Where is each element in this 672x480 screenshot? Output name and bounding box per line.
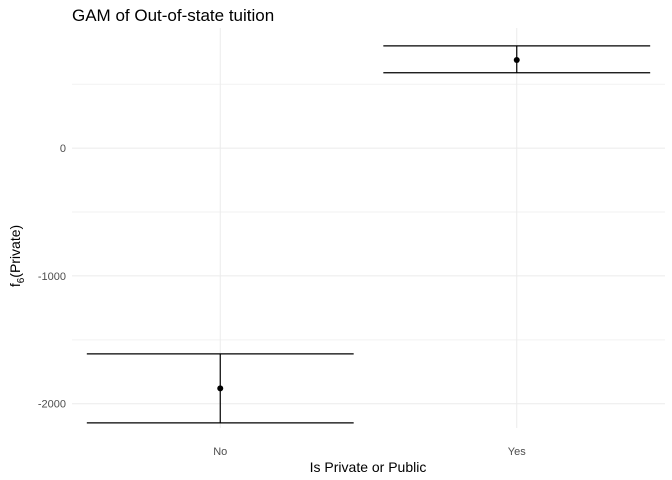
- y-axis-title-suffix: (Private): [7, 225, 23, 278]
- y-axis-title-main: f: [7, 283, 23, 287]
- y-tick-label: -2000: [38, 399, 66, 411]
- y-axis-title-subscript: 6: [16, 277, 27, 283]
- data-point: [217, 385, 224, 392]
- y-axis-title: f6(Private): [7, 225, 27, 287]
- marks-layer: [86, 45, 651, 424]
- x-tick-label: No: [213, 446, 227, 458]
- grid-layer: [72, 28, 665, 428]
- y-tick-label: -1000: [38, 271, 66, 283]
- data-point: [513, 56, 520, 63]
- x-axis-title: Is Private or Public: [310, 459, 427, 475]
- y-tick-label: 0: [60, 143, 66, 155]
- chart-title: GAM of Out-of-state tuition: [72, 6, 274, 25]
- x-tick-label: Yes: [508, 446, 526, 458]
- ticks-layer: 0 -1000 -2000 No Yes: [38, 143, 526, 458]
